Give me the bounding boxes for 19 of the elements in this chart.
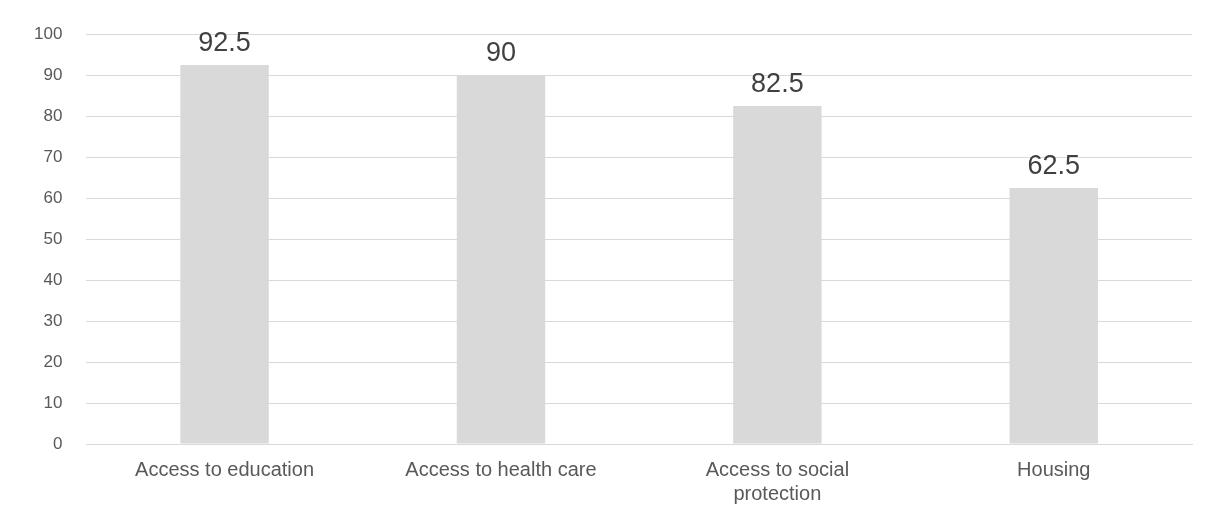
y-tick-label: 40 [43,269,63,289]
data-label: 90 [485,37,516,68]
y-tick-label: 90 [43,64,63,84]
y-tick-label: 20 [43,351,63,371]
y-tick-label: 60 [43,187,63,207]
y-tick-label: 0 [52,433,63,453]
y-tick-label: 100 [33,23,63,43]
y-tick-label: 50 [43,228,63,248]
y-tick-label: 80 [43,105,63,125]
y-tick-label: 10 [43,392,63,412]
x-tick-label: Housing [1017,457,1091,480]
y-tick-label: 70 [43,146,63,166]
y-tick-label: 30 [43,310,63,330]
x-tick-label: Access to social protection [705,457,850,504]
x-tick-label: Access to health care [405,457,597,480]
x-tick-label: Access to education [135,457,315,480]
data-label: 82.5 [751,67,804,98]
data-label: 92.5 [198,26,251,57]
data-label: 62.5 [1027,149,1081,180]
